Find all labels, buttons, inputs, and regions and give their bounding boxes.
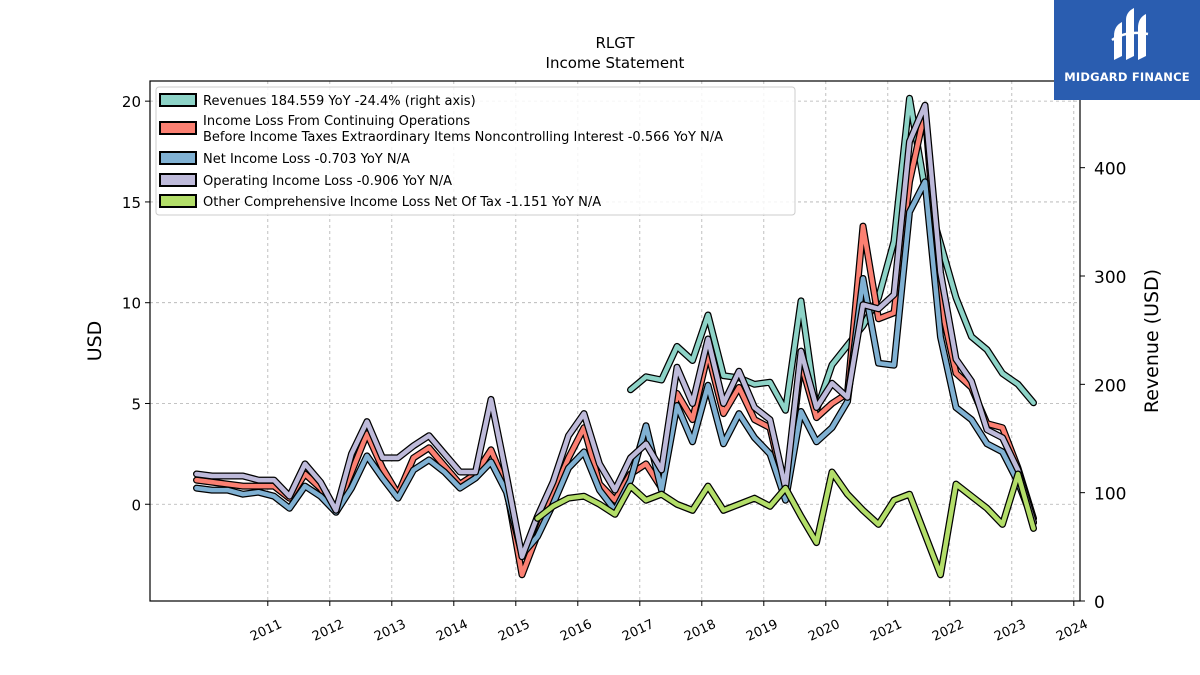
chart-subtitle: Income Statement [546, 54, 685, 72]
x-tick-label: 2016 [558, 617, 594, 645]
legend-entry-4: Other Comprehensive Income Loss Net Of T… [203, 195, 601, 210]
chart-title: RLGT [595, 34, 635, 52]
x-tick-label: 2011 [248, 617, 284, 645]
legend-swatch-2 [159, 151, 197, 165]
series-line-0 [628, 96, 1036, 413]
brand-name: MIDGARD FINANCE [1064, 70, 1190, 84]
x-tick-label: 2022 [930, 617, 966, 645]
legend-entry-1-line-1: Before Income Taxes Extraordinary Items … [203, 130, 723, 145]
x-tick-label: 2013 [372, 617, 408, 645]
midgard-logo: MIDGARD FINANCE [1054, 0, 1200, 100]
series-layer [193, 94, 1037, 579]
x-tick-label: 2019 [744, 617, 780, 645]
y-tick-label-left: 15 [122, 194, 141, 212]
legend-swatch-3 [159, 173, 197, 187]
legend-frame [155, 86, 796, 216]
y-tick-label-right: 100 [1094, 485, 1126, 505]
legend: Revenues 184.559 YoY -24.4% (right axis)… [155, 86, 796, 216]
legend-entry-3: Operating Income Loss -0.906 YoY N/A [203, 174, 452, 189]
midgard-logo-icon [1111, 8, 1149, 60]
x-tick-label: 2023 [992, 617, 1028, 645]
legend-swatch-4 [159, 194, 197, 208]
y-tick-label-right: 0 [1094, 593, 1105, 613]
y-tick-label-right: 200 [1094, 376, 1126, 396]
legend-entry-0: Revenues 184.559 YoY -24.4% (right axis) [203, 94, 476, 109]
x-tick-label: 2024 [1054, 617, 1090, 645]
x-tick-label: 2012 [310, 617, 346, 645]
x-tick-label: 2015 [496, 617, 532, 645]
y-tick-label-left: 0 [131, 496, 141, 514]
y-tick-label-left: 20 [122, 93, 141, 111]
series-line-3 [194, 102, 1036, 559]
y-tick-label-right: 400 [1094, 160, 1126, 180]
legend-entry-2: Net Income Loss -0.703 YoY N/A [203, 152, 410, 167]
y-axis-label-left: USD [84, 321, 106, 362]
y-tick-label-right: 300 [1094, 268, 1126, 288]
x-tick-label: 2018 [682, 617, 718, 645]
x-tick-label: 2017 [620, 617, 656, 645]
legend-swatch-1 [159, 121, 197, 135]
y-tick-label-left: 5 [131, 395, 141, 413]
plot-frame [149, 80, 1081, 602]
x-tick-label: 2020 [806, 617, 842, 645]
series-line-4 [535, 469, 1036, 578]
y-tick-label-left: 10 [122, 295, 141, 313]
legend-entry-1-line-0: Income Loss From Continuing Operations [203, 114, 470, 129]
legend-swatch-0 [159, 93, 197, 107]
x-tick-label: 2014 [434, 617, 470, 645]
y-axis-label-right: Revenue (USD) [1141, 269, 1163, 413]
x-tick-label: 2021 [868, 617, 904, 645]
